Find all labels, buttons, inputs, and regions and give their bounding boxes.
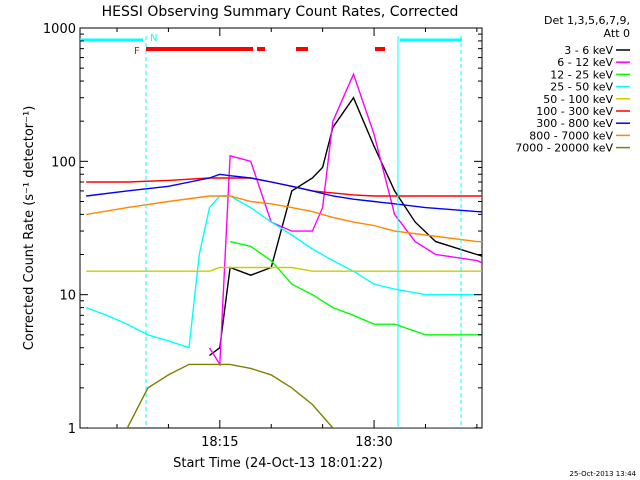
axis-layer: 1 10 100 1000 18:15 18:30 <box>43 22 482 450</box>
legend-label-3-6-kev: 3 - 6 keV <box>564 44 613 57</box>
series-line-800-7000-kev <box>86 195 482 243</box>
legend-header-line2: Att 0 <box>604 27 630 40</box>
series-line-3-6-kev <box>209 96 482 357</box>
chart-title: HESSI Observing Summary Count Rates, Cor… <box>102 4 459 20</box>
x-tick-label: 18:30 <box>355 435 392 450</box>
flare-marker-label: F <box>134 46 140 57</box>
series-line-50-100-kev <box>86 266 482 272</box>
plot-area-frame <box>79 27 483 429</box>
legend-label-25-50-kev: 25 - 50 keV <box>550 81 613 94</box>
legend-label-50-100-kev: 50 - 100 keV <box>543 93 613 106</box>
series-line-300-800-kev <box>86 173 482 213</box>
series-line-6-12-kev <box>208 72 482 367</box>
series-line-25-50-kev <box>85 195 482 349</box>
annotation-layer: FN <box>80 33 462 428</box>
legend-label-300-800-kev: 300 - 800 keV <box>536 117 613 130</box>
legend-label-7000-20000-kev: 7000 - 20000 keV <box>515 142 613 155</box>
y-tick-label: 100 <box>51 155 76 170</box>
legend-label-6-12-kev: 6 - 12 keV <box>557 56 613 69</box>
y-tick-label: 10 <box>59 289 76 304</box>
timestamp: 25-Oct-2013 13:44 <box>570 470 637 478</box>
y-axis-label: Corrected Count Rate (s⁻¹ detector⁻¹) <box>22 106 37 351</box>
legend-label-100-300-kev: 100 - 300 keV <box>536 105 613 118</box>
night-marker-label: N <box>150 33 157 44</box>
y-tick-label: 1000 <box>43 22 76 37</box>
series-layer <box>85 72 482 428</box>
legend-label-12-25-kev: 12 - 25 keV <box>550 68 613 81</box>
series-line-12-25-kev <box>229 240 482 336</box>
legend-label-800-7000-kev: 800 - 7000 keV <box>529 129 613 142</box>
legend-header-line1: Det 1,3,5,6,7,9, <box>544 14 630 27</box>
x-axis-label: Start Time (24-Oct-13 18:01:22) <box>173 456 383 471</box>
x-tick-label: 18:15 <box>201 435 238 450</box>
y-tick-label: 1 <box>68 422 76 437</box>
series-line-7000-20000-kev <box>86 363 482 428</box>
series-line-100-300-kev <box>86 177 482 197</box>
